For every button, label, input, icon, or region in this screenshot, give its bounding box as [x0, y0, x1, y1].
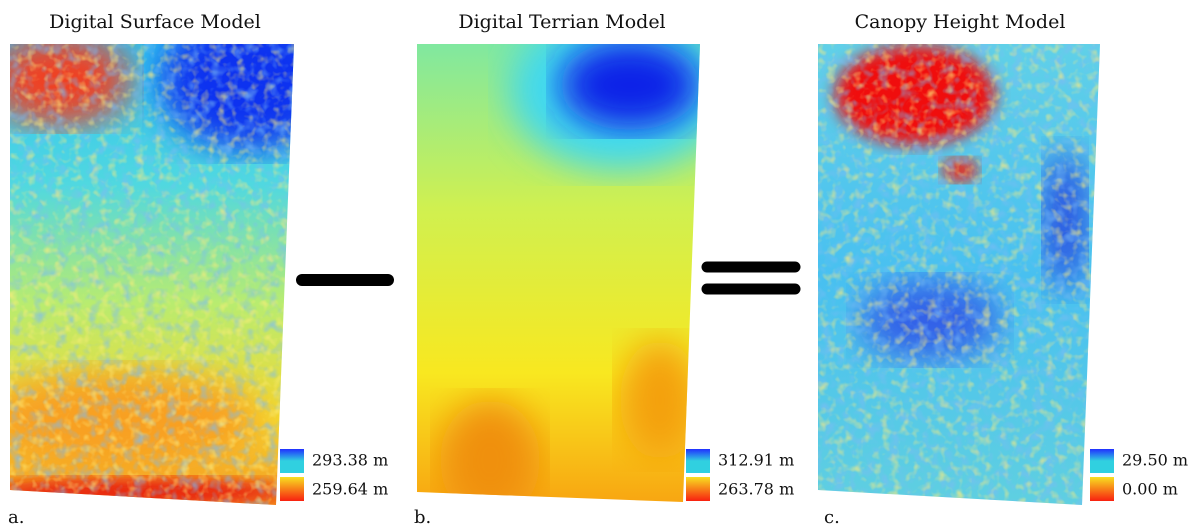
legend-swatch [280, 449, 304, 473]
panel-label: b. [414, 507, 431, 528]
legend-swatch [1090, 477, 1114, 501]
legend-max: 29.50 m [1122, 451, 1188, 470]
legend-max: 312.91 m [718, 451, 794, 470]
legend-swatch [1090, 449, 1114, 473]
panel-label: a. [8, 507, 24, 528]
panel-label: c. [824, 507, 840, 528]
panel-title: Canopy Height Model [855, 11, 1066, 33]
legend: 312.91 m 263.78 m [686, 449, 794, 501]
legend-swatch [686, 449, 710, 473]
figure: Digital Surface Model Digital Terrian Mo… [0, 0, 1198, 529]
legend: 29.50 m 0.00 m [1090, 449, 1188, 501]
dsm-raster [0, 10, 340, 514]
legend-max: 293.38 m [312, 451, 388, 470]
chm-raster [818, 44, 1108, 514]
legend-swatch [686, 477, 710, 501]
legend-min: 259.64 m [312, 480, 388, 499]
legend-min: 0.00 m [1122, 480, 1178, 499]
panel-title: Digital Terrian Model [458, 11, 665, 33]
legend: 293.38 m 259.64 m [280, 449, 388, 501]
panel-title: Digital Surface Model [49, 11, 261, 33]
dtm-raster [417, 10, 730, 520]
legend-min: 263.78 m [718, 480, 794, 499]
legend-swatch [280, 477, 304, 501]
